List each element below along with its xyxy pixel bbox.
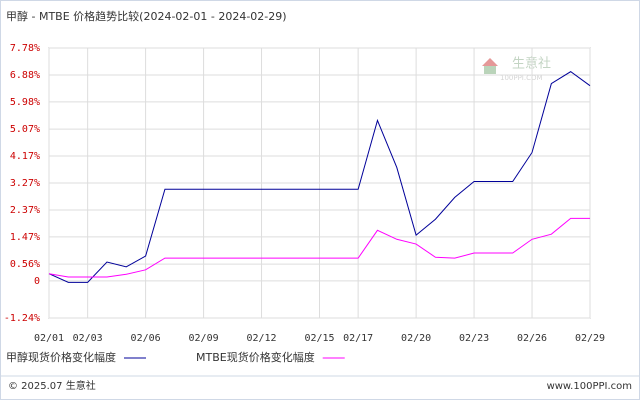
logo-url: 100PPI.COM	[500, 74, 543, 82]
y-tick-label: 5.98%	[10, 97, 40, 108]
y-tick-label: 0.56%	[10, 259, 40, 270]
series-line	[48, 217, 590, 278]
series-line	[48, 71, 591, 283]
x-tick-label: 02/03	[73, 333, 103, 344]
x-tick-label: 02/26	[517, 333, 547, 344]
footer-right: www.100PPI.com	[547, 381, 632, 392]
legend-label: 甲醇现货价格变化幅度	[6, 350, 116, 364]
y-tick-label: 4.17%	[10, 151, 40, 162]
logo-text: 生意社	[512, 56, 551, 72]
x-tick-label: 02/23	[459, 333, 489, 344]
x-tick-label: 02/06	[131, 333, 161, 344]
y-tick-label: 6.88%	[10, 70, 40, 81]
chart-title: 甲醇 - MTBE 价格趋势比较(2024-02-01 - 2024-02-29…	[6, 9, 287, 23]
y-tick-label: -1.24%	[4, 313, 40, 324]
footer-left: © 2025.07 生意社	[8, 379, 96, 392]
x-tick-label: 02/09	[189, 333, 219, 344]
x-tick-label: 02/20	[401, 333, 431, 344]
logo-icon	[484, 66, 496, 74]
x-tick-label: 02/17	[343, 333, 373, 344]
x-tick-label: 02/29	[575, 333, 605, 344]
y-tick-label: 5.07%	[10, 124, 40, 135]
y-tick-label: 0	[34, 276, 40, 287]
legend-label: MTBE现货价格变化幅度	[196, 350, 315, 364]
y-tick-label: 3.27%	[10, 178, 40, 189]
logo-icon	[482, 58, 498, 66]
x-tick-label: 02/01	[34, 333, 64, 344]
x-tick-label: 02/12	[246, 333, 276, 344]
logo: 生意社 100PPI.COM	[482, 56, 551, 82]
y-tick-label: 7.78%	[10, 43, 40, 54]
x-tick-label: 02/15	[304, 333, 334, 344]
y-tick-label: 1.47%	[10, 232, 40, 243]
y-tick-label: 2.37%	[10, 205, 40, 216]
